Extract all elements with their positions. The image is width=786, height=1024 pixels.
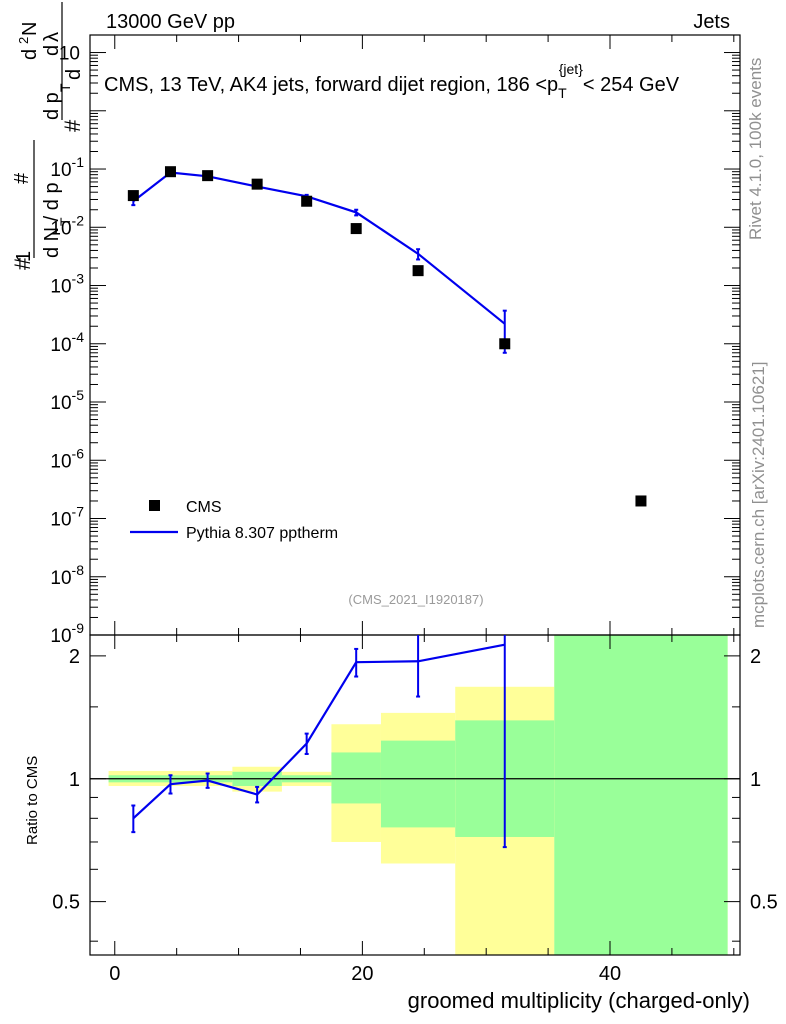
- svg-text:λ: λ: [41, 32, 63, 42]
- svg-text:d: d: [19, 49, 41, 60]
- svg-text:1: 1: [13, 251, 35, 262]
- x-tick-label-0: 0: [109, 963, 120, 985]
- cms-data-markers: [127, 166, 647, 507]
- y-tick-label--3: 10-3: [50, 271, 84, 298]
- r-tick-label-1: 1: [69, 769, 80, 791]
- r-tick-label-right-2: 2: [750, 646, 761, 668]
- y-tick-label--1: 10-1: [50, 154, 84, 181]
- legend-mc-label: Pythia 8.307 pptherm: [186, 525, 338, 542]
- cms-point-8: [635, 495, 647, 507]
- cms-point-6: [412, 265, 424, 277]
- x-tick-label-40: 40: [599, 963, 621, 985]
- svg-text:T: T: [57, 83, 73, 92]
- svg-text:T: T: [57, 217, 73, 226]
- tick-labels: 0 20 40 10-9 10-8 10-7 10-6 10-5 10-4 10-3 10-2 10-…: [50, 44, 777, 985]
- ratio-y-axis-label: Ratio to CMS: [24, 756, 41, 845]
- y-tick-label--2: 10-2: [50, 212, 84, 239]
- ratio-plot-frame: [89, 634, 741, 956]
- mc-series-ratio: [131, 635, 507, 849]
- legend-cms-marker: [149, 500, 160, 511]
- cms-point-3: [251, 178, 263, 190]
- mc-series-main: [131, 169, 507, 354]
- ratio-line: [132, 643, 505, 820]
- analysis-id: (CMS_2021_I1920187): [348, 592, 483, 607]
- x-axis-label: groomed multiplicity (charged-only): [408, 988, 750, 1013]
- side-label-rivet: Rivet 4.1.0, 100k events: [746, 58, 765, 240]
- r-tick-label-right-1: 1: [750, 769, 761, 791]
- y-tick-label-top: 10: [59, 44, 80, 65]
- r-tick-label-2: 2: [69, 646, 80, 668]
- cms-point-7: [499, 338, 511, 350]
- svg-text:d: d: [63, 69, 85, 80]
- y-axis-label: # 1 d N / d p T # # d p T d d λ d 2 N: [10, 2, 85, 270]
- cms-point-5: [350, 223, 362, 235]
- axis-ticks: [90, 34, 740, 955]
- svg-text:#: #: [10, 257, 35, 270]
- band-inner-3: [331, 752, 381, 804]
- main-plot-frame: [89, 34, 741, 636]
- cms-point-1: [164, 166, 176, 178]
- y-tick-label--7: 10-7: [50, 504, 84, 531]
- cms-point-4: [301, 195, 313, 207]
- svg-text:d N / d p: d N / d p: [41, 182, 63, 258]
- svg-text:N: N: [19, 22, 41, 36]
- header-left: 13000 GeV pp: [106, 11, 235, 33]
- legend-cms-label: CMS: [186, 499, 222, 516]
- cms-point-2: [202, 170, 214, 182]
- svg-text:d p: d p: [41, 92, 63, 120]
- x-tick-label-20: 20: [351, 963, 373, 985]
- svg-text:d: d: [41, 45, 63, 56]
- y-tick-label--9: 10-9: [50, 620, 84, 647]
- y-tick-label--5: 10-5: [50, 387, 84, 414]
- band-inner-6: [554, 635, 728, 955]
- mc-line: [132, 171, 506, 325]
- y-tick-label--4: 10-4: [50, 329, 84, 356]
- y-tick-label--8: 10-8: [50, 562, 84, 589]
- r-tick-label-0.5: 0.5: [52, 892, 80, 914]
- r-tick-label-right-0.5: 0.5: [750, 892, 778, 914]
- band-inner-4: [380, 740, 456, 828]
- svg-text:2: 2: [16, 37, 31, 44]
- cms-point-0: [127, 190, 139, 202]
- y-tick-label--6: 10-6: [50, 445, 84, 472]
- plot-title: CMS, 13 TeV, AK4 jets, forward dijet reg…: [104, 61, 680, 101]
- side-label-mcplots: mcplots.cern.ch [arXiv:2401.10621]: [749, 362, 768, 628]
- svg-text:#: #: [60, 119, 85, 132]
- header-right: Jets: [693, 11, 730, 33]
- svg-text:#: #: [11, 172, 33, 184]
